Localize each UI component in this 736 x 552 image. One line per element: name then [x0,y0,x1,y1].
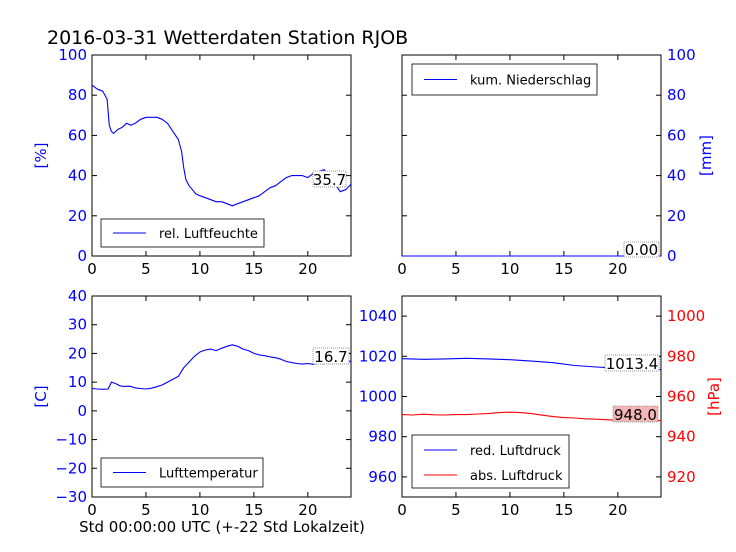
legend-label: rel. Luftfeuchte [159,227,258,242]
y-tick-label: 80 [667,86,686,104]
x-tick-label: 20 [608,260,627,278]
y-tick-label: 10 [68,373,87,391]
y-tick-label: 1020 [359,347,397,365]
y-tick-label: 80 [68,86,87,104]
y-tick-label: 100 [667,46,696,64]
x-tick-label: 15 [244,501,263,519]
y-tick-label: 100 [58,46,87,64]
y-axis-label: [C] [32,385,50,407]
y-tick-label: 1040 [359,307,397,325]
value-annotation-box [312,170,347,188]
legend-label: Lufttemperatur [159,467,258,482]
x-tick-label: 20 [298,260,317,278]
y-right-axis-label: [hPa] [705,377,723,416]
y-tick-label: 20 [68,344,87,362]
y-tick-label: 20 [68,207,87,225]
y-tick-label: 1000 [359,388,397,406]
y-right-tick-label: 940 [667,428,696,446]
panel-humidity: 0 5 10 15 20 0 20 40 60 80 100 [%] 35.7 rel. Luftfeuc… [32,46,352,278]
x-tick-label: 0 [87,501,97,519]
x-tick-label: 5 [141,260,151,278]
x-tick-label: 15 [554,260,573,278]
x-tick-label: 5 [451,501,461,519]
value-annotation-box [312,347,350,365]
y-right-tick-label: 980 [667,347,696,365]
value-annotation-box [623,241,660,258]
y-tick-label: 40 [68,287,87,305]
y-tick-label: 60 [667,126,686,144]
panel-pressure: 0 5 10 15 20 960 980 1000 1020 1040 920 940 960 980 10… [359,295,723,519]
x-tick-label: 10 [190,501,209,519]
y-tick-label: 60 [68,126,87,144]
y-tick-label: 30 [68,316,87,334]
y-right-tick-label: 920 [667,468,696,486]
y-tick-label: −10 [55,431,87,449]
x-tick-label: 0 [397,501,407,519]
y-tick-label: 20 [667,207,686,225]
value-annotation: 948.0 [614,406,657,424]
x-tick-label: 20 [298,501,317,519]
x-tick-label: 5 [451,260,461,278]
y-tick-label: 40 [667,167,686,185]
x-tick-label: 15 [244,260,263,278]
value-annotation-box [612,405,659,423]
x-tick-label: 5 [141,501,151,519]
legend-label: kum. Niederschlag [470,74,591,89]
figure-title: 2016-03-31 Wetterdaten Station RJOB [47,27,408,49]
y-tick-label: −30 [55,488,87,506]
y-axis-label: [mm] [697,135,715,176]
y-tick-label: 960 [368,468,397,486]
legend-box [411,434,570,489]
y-tick-label: 980 [368,428,397,446]
x-tick-label: 0 [87,260,97,278]
series-line [91,344,352,390]
x-axis-label: Std 00:00:00 UTC (+-22 Std Lokalzeit) [79,518,365,536]
plot-frame [91,295,352,498]
y-axis-label: [%] [32,143,50,169]
panel-precipitation: 0 5 10 15 20 0 20 40 60 80 100 [mm] 0.00 kum. Nieders… [397,46,715,278]
y-tick-label: 0 [77,402,87,420]
x-tick-label: 10 [500,501,519,519]
panel-temperature: 0 5 10 15 20 −30 −20 −10 0 10 20 30 40 [C] 16.7 Lufttem… [32,287,352,519]
value-annotation: 16.7 [314,348,347,366]
y-tick-label: −20 [55,459,87,477]
series-line [91,84,352,207]
y-right-tick-label: 1000 [667,307,705,325]
y-tick-label: 0 [77,247,87,265]
x-tick-label: 20 [608,501,627,519]
legend-label: red. Luftdruck [470,444,561,459]
legend-label: abs. Luftdruck [470,469,563,484]
value-annotation: 1013.4 [606,355,659,373]
y-right-tick-label: 960 [667,388,696,406]
value-annotation: 0.00 [625,241,658,259]
y-tick-label: 40 [68,167,87,185]
x-tick-label: 0 [397,260,407,278]
x-tick-label: 10 [190,260,209,278]
value-annotation: 35.7 [313,171,346,189]
plot-frame [91,54,352,257]
x-tick-label: 10 [500,260,519,278]
x-tick-label: 15 [554,501,573,519]
value-annotation-box [604,354,660,372]
y-tick-label: 0 [667,247,677,265]
